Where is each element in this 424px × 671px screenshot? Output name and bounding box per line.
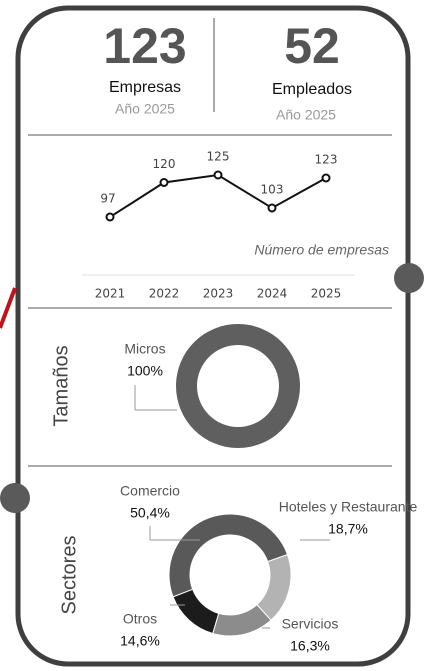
donut-segment [176, 323, 301, 449]
category-label: Servicios [282, 616, 339, 632]
value-label: 14,6% [120, 633, 160, 649]
value-label: 50,4% [130, 505, 170, 521]
data-label: 103 [261, 183, 284, 197]
kpi-value: 52 [284, 18, 340, 74]
x-tick-label: 2022 [149, 287, 180, 301]
data-label: 125 [207, 150, 230, 164]
frame-dot [394, 263, 424, 293]
value-label: 18,7% [328, 521, 368, 537]
data-label: 97 [100, 192, 115, 206]
data-label: 120 [153, 157, 176, 171]
annotation: Número de empresas [254, 242, 389, 258]
value-label: 16,3% [290, 638, 330, 654]
point [213, 170, 223, 180]
accent-line [0, 287, 17, 329]
kpi-period: Año 2025 [276, 107, 336, 123]
kpi-value: 123 [103, 18, 186, 74]
category-label: Otros [123, 611, 157, 627]
x-tick-label: 2023 [203, 287, 234, 301]
kpi-period: Año 2025 [115, 101, 175, 117]
frame-dot [0, 483, 30, 513]
x-tick-label: 2021 [95, 287, 126, 301]
kpi-label: Empresas [109, 79, 181, 96]
chart-title: Tamaños [50, 345, 72, 426]
point [159, 178, 169, 187]
point [321, 173, 331, 183]
frame [15, 5, 411, 667]
value-label: 100% [127, 363, 163, 379]
kpi-label: Empleados [272, 81, 352, 98]
category-label: Hoteles y Restaurante [279, 499, 418, 515]
x-tick-label: 2025 [311, 287, 342, 301]
category-label: Comercio [120, 483, 180, 499]
donut-segment [172, 588, 220, 635]
line [109, 173, 327, 218]
point [267, 203, 277, 213]
chart-title: Sectores [58, 536, 80, 615]
data-label: 123 [315, 153, 338, 167]
point [105, 212, 115, 222]
donut-segment [168, 513, 289, 598]
category-label: Micros [124, 341, 165, 357]
x-tick-label: 2024 [257, 287, 288, 301]
